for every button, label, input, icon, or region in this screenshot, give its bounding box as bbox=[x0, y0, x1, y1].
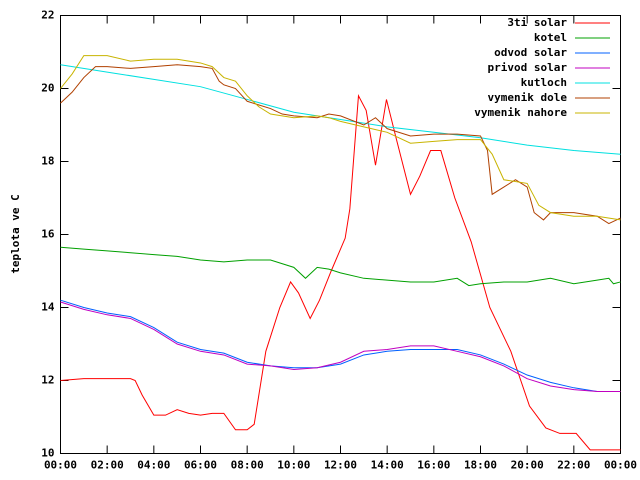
legend-label: privod solar bbox=[488, 61, 568, 74]
y-tick-label: 20 bbox=[41, 82, 54, 95]
x-tick-label: 10:00 bbox=[277, 459, 310, 472]
x-tick-label: 22:00 bbox=[557, 459, 590, 472]
x-tick-label: 02:00 bbox=[91, 459, 124, 472]
x-tick-label: 06:00 bbox=[184, 459, 217, 472]
legend-label: odvod solar bbox=[494, 46, 567, 59]
y-tick-label: 18 bbox=[41, 155, 54, 168]
series-line bbox=[60, 64, 621, 225]
series-line bbox=[60, 246, 621, 287]
legend-label: kutloch bbox=[521, 76, 567, 89]
x-tick-label: 14:00 bbox=[371, 459, 404, 472]
y-tick-label: 10 bbox=[41, 447, 54, 460]
x-tick-label: 00:00 bbox=[604, 459, 637, 472]
series-line bbox=[60, 55, 621, 221]
y-axis-label: teplota ve C bbox=[9, 194, 22, 273]
y-tick-label: 12 bbox=[41, 374, 54, 387]
legend-label: kotel bbox=[534, 31, 567, 44]
x-tick-label: 08:00 bbox=[231, 459, 264, 472]
series-line bbox=[60, 64, 621, 155]
x-tick-label: 00:00 bbox=[44, 459, 77, 472]
x-tick-label: 12:00 bbox=[324, 459, 357, 472]
legend-label: 3ti solar bbox=[507, 16, 567, 29]
legend-label: vymenik nahore bbox=[474, 106, 567, 119]
x-tick-label: 18:00 bbox=[464, 459, 497, 472]
y-tick-label: 22 bbox=[41, 9, 54, 22]
series-line bbox=[60, 301, 621, 392]
series-line bbox=[60, 94, 621, 451]
x-tick-label: 20:00 bbox=[511, 459, 544, 472]
x-tick-label: 04:00 bbox=[137, 459, 170, 472]
x-tick-label: 16:00 bbox=[417, 459, 450, 472]
y-tick-label: 16 bbox=[41, 228, 55, 241]
series-line bbox=[60, 299, 621, 392]
y-tick-label: 14 bbox=[41, 301, 55, 314]
legend-label: vymenik dole bbox=[488, 91, 568, 104]
